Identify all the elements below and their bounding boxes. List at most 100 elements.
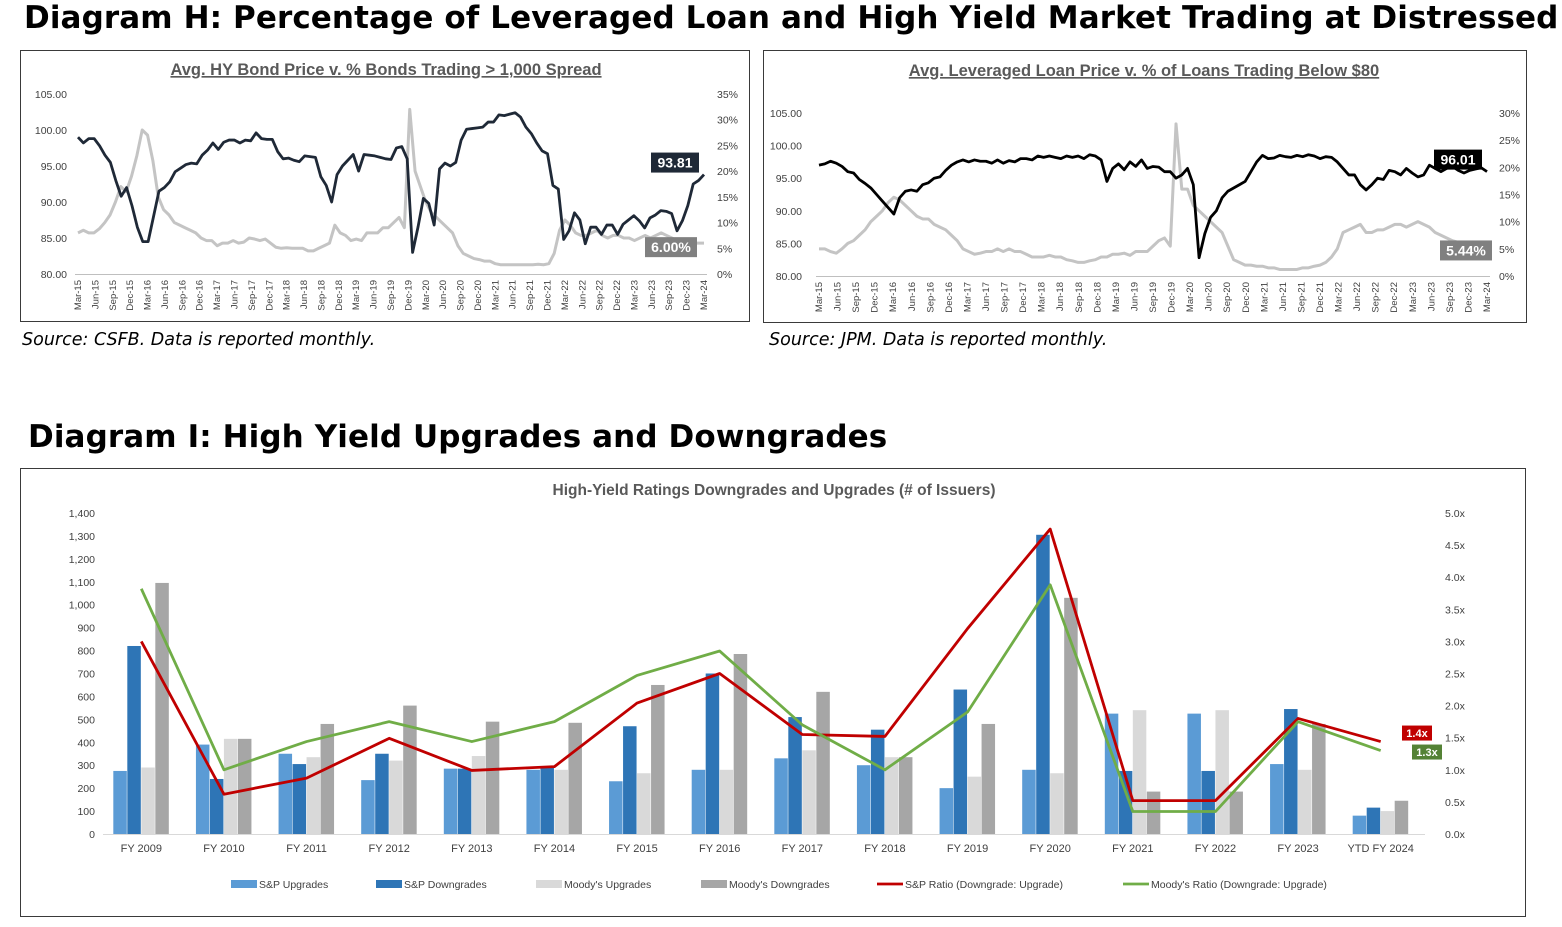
lev-loan-x-tick-label: Mar-19 bbox=[1111, 282, 1122, 312]
sp-downgrades-bar bbox=[1284, 709, 1298, 834]
hy-bond-pct-callout bbox=[645, 237, 697, 258]
hy-bond-left-tick-label: 80.00 bbox=[41, 269, 67, 281]
hy-bond-x-tick-label: Mar-22 bbox=[560, 280, 571, 310]
lev-loan-x-tick-label: Sep-23 bbox=[1445, 282, 1456, 313]
moodys-ratio-callout bbox=[1412, 744, 1442, 760]
hy-bond-right-tick-label: 5% bbox=[717, 243, 732, 255]
lev-loan-right-tick-label: 20% bbox=[1499, 162, 1520, 174]
moodys-upgrades-bar bbox=[1215, 710, 1229, 834]
ratings-right-tick-label: 1.0x bbox=[1445, 765, 1466, 777]
sp-upgrades-bar bbox=[691, 769, 706, 834]
lev-loan-right-tick-label: 10% bbox=[1499, 217, 1520, 229]
legend-moodys-ratio-label: Moody's Ratio (Downgrade: Upgrade) bbox=[1151, 879, 1327, 891]
lev-loan-left-tick-label: 85.00 bbox=[776, 238, 802, 250]
hy-bond-pct-distressed-line bbox=[77, 107, 704, 267]
ratings-right-tick-label: 5.0x bbox=[1445, 508, 1466, 520]
sp-downgrades-bar bbox=[375, 753, 389, 834]
leveraged-loan-price-chart: Avg. Leveraged Loan Price v. % of Loans … bbox=[770, 62, 1520, 313]
legend-sp-downgrades-label: S&P Downgrades bbox=[404, 879, 487, 891]
ratings-category-label: YTD FY 2024 bbox=[1347, 843, 1413, 855]
lev-loan-x-tick-label: Jun-21 bbox=[1278, 282, 1289, 311]
hy-bond-x-tick-label: Sep-23 bbox=[664, 280, 675, 311]
ratings-category-label: FY 2012 bbox=[368, 843, 409, 855]
ratings-right-tick-label: 2.0x bbox=[1445, 701, 1466, 713]
hy-bond-x-tick-label: Sep-18 bbox=[316, 280, 327, 311]
moodys-downgrades-bar bbox=[568, 722, 582, 834]
sp-upgrades-bar bbox=[856, 765, 871, 834]
moodys-downgrades-bar bbox=[155, 582, 169, 834]
moodys-downgrades-bar bbox=[403, 705, 417, 834]
ratings-left-tick-label: 1,200 bbox=[69, 554, 95, 566]
hy-bond-right-tick-label: 35% bbox=[717, 89, 738, 101]
hy-bond-x-tick-label: Dec-23 bbox=[682, 280, 693, 311]
lev-loan-x-tick-label: Dec-20 bbox=[1241, 282, 1252, 313]
hy-bond-x-tick-label: Mar-24 bbox=[699, 280, 710, 310]
moodys-downgrades-bar bbox=[816, 691, 830, 834]
lev-loan-x-tick-label: Dec-22 bbox=[1389, 282, 1400, 313]
ratings-right-tick-label: 0.5x bbox=[1445, 797, 1466, 809]
hy-bond-x-tick-label: Sep-16 bbox=[177, 280, 188, 311]
ratings-category-label: FY 2017 bbox=[782, 843, 823, 855]
hy-bond-x-tick-label: Sep-19 bbox=[386, 280, 397, 311]
ratings-category-label: FY 2023 bbox=[1277, 843, 1318, 855]
lev-loan-x-tick-label: Mar-23 bbox=[1408, 282, 1419, 312]
sp-downgrades-bar bbox=[1036, 534, 1050, 834]
lev-loan-pct-distressed-line bbox=[819, 122, 1488, 271]
lev-loan-x-tick-label: Dec-19 bbox=[1167, 282, 1178, 313]
ratings-left-tick-label: 1,300 bbox=[69, 531, 95, 543]
moodys-upgrades-bar bbox=[1298, 769, 1312, 834]
moodys-ratio-callout-label: 1.3x bbox=[1416, 747, 1438, 759]
moodys-upgrades-bar bbox=[223, 738, 238, 834]
hy-bond-x-tick-label: Sep-21 bbox=[525, 280, 536, 311]
ratings-left-tick-label: 1,000 bbox=[69, 600, 95, 612]
lev-loan-x-tick-label: Mar-16 bbox=[888, 282, 899, 312]
sp-downgrades-bar bbox=[870, 729, 885, 834]
diagram-h-title: Diagram H: Percentage of Leveraged Loan … bbox=[24, 0, 1559, 36]
lev-loan-x-tick-label: Mar-21 bbox=[1259, 282, 1270, 312]
moodys-upgrades-bar bbox=[1050, 773, 1064, 834]
ratings-category-label: FY 2022 bbox=[1195, 843, 1236, 855]
lev-loan-x-tick-label: Dec-21 bbox=[1315, 282, 1326, 313]
moodys-upgrades-bar bbox=[141, 767, 155, 834]
hy-bond-x-tick-label: Mar-23 bbox=[629, 280, 640, 310]
ratings-category-label: FY 2018 bbox=[864, 843, 905, 855]
lev-loan-x-tick-label: Mar-20 bbox=[1185, 282, 1196, 312]
lev-loan-x-tick-label: Dec-16 bbox=[944, 282, 955, 313]
hy-bond-x-tick-label: Mar-17 bbox=[212, 280, 223, 310]
hy-bond-x-tick-label: Dec-22 bbox=[612, 280, 623, 311]
hy-bond-left-tick-label: 85.00 bbox=[41, 233, 67, 245]
ratings-right-tick-label: 2.5x bbox=[1445, 669, 1466, 681]
hy-bond-x-tick-label: Jun-16 bbox=[160, 280, 171, 309]
lev-loan-x-tick-label: Sep-17 bbox=[1000, 282, 1011, 313]
hy-bond-x-tick-label: Jun-15 bbox=[90, 280, 101, 309]
sp-downgrades-bar bbox=[1366, 807, 1381, 834]
ratings-category-label: FY 2016 bbox=[699, 843, 740, 855]
lev-loan-x-tick-label: Jun-16 bbox=[907, 282, 918, 311]
sp-downgrades-bar bbox=[623, 726, 637, 834]
ratings-category-label: FY 2009 bbox=[121, 843, 162, 855]
moodys-upgrades-bar bbox=[802, 750, 816, 834]
lev-loan-left-tick-label: 90.00 bbox=[776, 206, 802, 218]
sp-ratio-callout bbox=[1402, 725, 1432, 741]
moodys-downgrades-bar bbox=[733, 654, 748, 834]
sp-upgrades-bar bbox=[278, 753, 293, 834]
leveraged-loan-chart-panel: Avg. Leveraged Loan Price v. % of Loans … bbox=[763, 50, 1527, 323]
lev-loan-left-tick-label: 105.00 bbox=[770, 108, 802, 120]
hy-bond-x-tick-label: Jun-19 bbox=[369, 280, 380, 309]
lev-loan-x-tick-label: Dec-17 bbox=[1018, 282, 1029, 313]
ratings-category-label: FY 2020 bbox=[1029, 843, 1070, 855]
ratings-right-tick-label: 1.5x bbox=[1445, 733, 1466, 745]
legend-sp-upgrades-label: S&P Upgrades bbox=[259, 879, 328, 891]
hy-bond-left-tick-label: 100.00 bbox=[35, 125, 67, 137]
lev-loan-right-tick-label: 15% bbox=[1499, 190, 1520, 202]
ratings-left-tick-label: 0 bbox=[89, 829, 95, 841]
hy-bond-x-tick-label: Mar-21 bbox=[490, 280, 501, 310]
sp-ratio-callout-label: 1.4x bbox=[1406, 728, 1428, 740]
moodys-upgrades-bar bbox=[389, 760, 403, 834]
sp-downgrades-bar bbox=[209, 778, 224, 834]
lev-loan-x-tick-label: Dec-15 bbox=[870, 282, 881, 313]
moodys-upgrades-bar bbox=[884, 757, 899, 834]
lev-loan-x-tick-label: Dec-18 bbox=[1092, 282, 1103, 313]
hy-bond-right-tick-label: 0% bbox=[717, 269, 732, 281]
lev-loan-x-tick-label: Sep-18 bbox=[1074, 282, 1085, 313]
